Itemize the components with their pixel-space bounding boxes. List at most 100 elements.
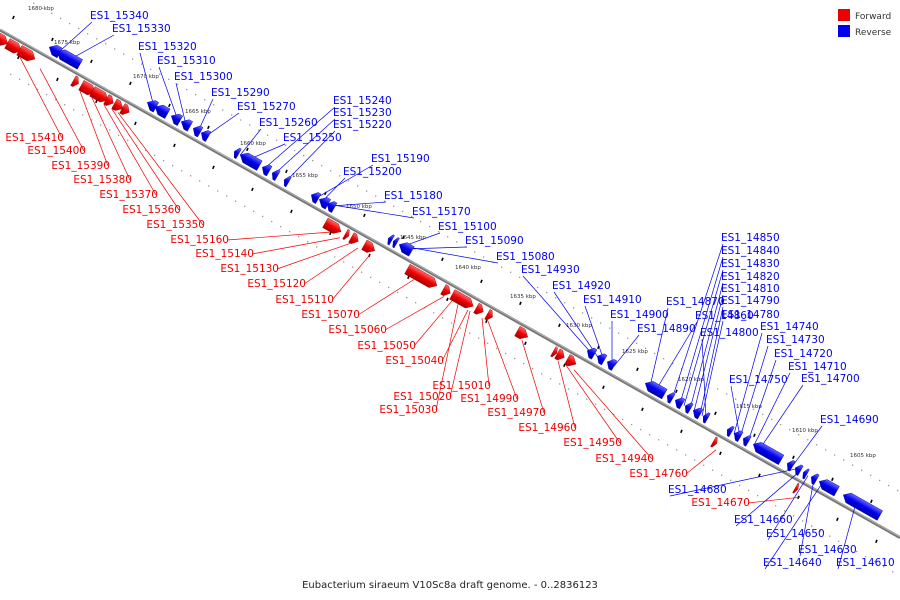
- forward-gene-label: ES1_15120: [247, 278, 306, 290]
- scale-dot: [771, 418, 773, 421]
- scale-dot: [892, 571, 894, 573]
- scale-dot: [163, 159, 165, 162]
- scale-dot: [411, 215, 413, 218]
- scale-dot: [658, 439, 660, 441]
- scale-dot: [204, 99, 206, 101]
- tick-mark: [753, 433, 756, 438]
- forward-leader-line: [557, 360, 576, 429]
- tick-mark: [290, 209, 293, 214]
- reverse-gene-arrow: [57, 49, 83, 70]
- scale-dot: [519, 276, 521, 279]
- scale-dot: [208, 185, 210, 187]
- reverse-gene-label: ES1_14690: [820, 414, 879, 426]
- scale-dot: [883, 566, 885, 568]
- tick-mark: [485, 319, 488, 324]
- scale-dot: [312, 159, 314, 162]
- reverse-gene-label: ES1_15250: [283, 132, 342, 144]
- reverse-gene-label: ES1_14740: [760, 321, 819, 333]
- reverse-leader-line: [139, 52, 155, 107]
- scale-dot: [474, 251, 476, 253]
- reverse-gene-label: ES1_14800: [700, 327, 759, 339]
- reverse-gene-label: ES1_14890: [637, 323, 696, 335]
- reverse-gene-label: ES1_15190: [371, 153, 430, 165]
- reverse-leader-line: [57, 21, 93, 53]
- reverse-gene-arrow: [155, 104, 171, 119]
- scale-dot: [141, 63, 143, 65]
- scale-dot: [573, 307, 575, 309]
- scale-dot: [568, 388, 570, 390]
- reverse-leader-line: [325, 203, 415, 219]
- scale-dot: [231, 114, 233, 116]
- reverse-gene-arrow: [734, 430, 744, 442]
- scale-dot: [501, 266, 503, 268]
- scale-dot: [177, 83, 179, 86]
- scale-dot: [33, 2, 35, 4]
- tick-mark: [558, 323, 561, 328]
- forward-gene-label: ES1_14990: [460, 393, 519, 405]
- reverse-gene-label: ES1_15340: [90, 10, 149, 22]
- scale-dot: [226, 195, 228, 197]
- reverse-leader-line: [759, 384, 804, 449]
- reverse-leader-line: [689, 282, 724, 410]
- reverse-leader-line: [837, 502, 857, 570]
- reverse-gene-label: ES1_14860: [695, 310, 754, 322]
- leader-lines: [19, 21, 857, 570]
- scale-dot: [10, 73, 12, 75]
- reverse-leader-line: [522, 275, 593, 355]
- forward-gene-arrow: [554, 348, 565, 361]
- forward-gene-label: ES1_15110: [275, 294, 334, 306]
- forward-gene-label: ES1_15040: [385, 355, 444, 367]
- forward-leader-line: [481, 317, 490, 387]
- tick-label: 1605 kbp: [850, 453, 876, 459]
- forward-gene-arrow: [111, 98, 124, 111]
- scale-dot: [726, 393, 728, 395]
- reverse-leader-line: [767, 475, 809, 541]
- scale-dot: [541, 373, 543, 375]
- reverse-gene-arrow: [399, 242, 415, 257]
- scale-dot: [105, 43, 107, 45]
- forward-gene-arrow: [484, 309, 493, 321]
- scale-dot: [852, 464, 854, 466]
- scale-dot: [91, 119, 93, 121]
- reverse-gene-label: ES1_14900: [610, 309, 669, 321]
- forward-gene-label: ES1_15380: [73, 174, 132, 186]
- scale-dot: [402, 210, 404, 213]
- tick-label: 1645 kbp: [400, 235, 426, 241]
- scale-dot: [829, 535, 831, 537]
- scale-dot: [330, 170, 332, 172]
- genome-axis: [0, 28, 900, 539]
- scale-dot: [352, 266, 354, 268]
- scale-dot: [217, 190, 219, 192]
- scale-dot: [348, 180, 350, 182]
- scale-dot: [555, 297, 557, 299]
- reverse-gene-label: ES1_15080: [496, 251, 555, 263]
- scale-dot: [676, 449, 678, 451]
- scale-dot: [442, 317, 444, 319]
- scale-dot: [370, 276, 372, 278]
- forward-leader-line: [384, 296, 445, 331]
- forward-leader-line: [331, 254, 371, 301]
- forward-gene-arrow: [564, 354, 577, 367]
- scale-dot: [235, 200, 237, 202]
- scale-dot: [388, 286, 390, 289]
- scale-dot: [613, 413, 615, 416]
- scale-dot: [654, 352, 656, 355]
- scale-dot: [780, 423, 782, 426]
- scale-dot: [744, 403, 746, 405]
- reverse-gene-label: ES1_14820: [721, 271, 780, 283]
- reverse-gene-label: ES1_15090: [465, 235, 524, 247]
- reverse-gene-label: ES1_14780: [721, 309, 780, 321]
- forward-gene-arrow: [342, 228, 350, 240]
- reverse-leader-line: [273, 118, 336, 175]
- forward-leader-line: [357, 279, 415, 316]
- reverse-leader-line: [671, 243, 724, 400]
- reverse-gene-label: ES1_14610: [836, 557, 895, 569]
- tick-mark: [168, 103, 171, 108]
- reverse-gene-arrow: [49, 45, 63, 59]
- tick-mark: [363, 213, 366, 218]
- forward-gene-label: ES1_15010: [432, 380, 491, 392]
- tick-mark: [680, 429, 683, 434]
- reverse-gene-arrow: [327, 201, 338, 213]
- scale-dot: [699, 378, 701, 380]
